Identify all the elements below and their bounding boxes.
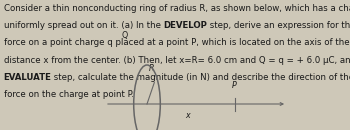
Text: EVALUATE: EVALUATE (4, 73, 51, 82)
Text: Q: Q (121, 31, 127, 40)
Text: step, derive an expression for the electric: step, derive an expression for the elect… (207, 21, 350, 30)
Text: force on a point charge q placed at a point P, which is located on the axis of t: force on a point charge q placed at a po… (4, 38, 350, 47)
Text: uniformly spread out on it. (a) In the: uniformly spread out on it. (a) In the (4, 21, 163, 30)
Text: step, calculate the magnitude (in N) and describe the direction of the electric: step, calculate the magnitude (in N) and… (51, 73, 350, 82)
Text: x: x (185, 111, 190, 120)
Text: Consider a thin nonconducting ring of radius R, as shown below, which has a char: Consider a thin nonconducting ring of ra… (4, 4, 350, 13)
Text: DEVELOP: DEVELOP (163, 21, 207, 30)
Text: R: R (148, 64, 154, 73)
Text: distance x from the center. (b) Then, let x=R= 6.0 cm and Q = q = + 6.0 μC, and : distance x from the center. (b) Then, le… (4, 56, 350, 65)
Text: force on the charge at point P.: force on the charge at point P. (4, 90, 133, 99)
Text: P: P (232, 81, 237, 90)
